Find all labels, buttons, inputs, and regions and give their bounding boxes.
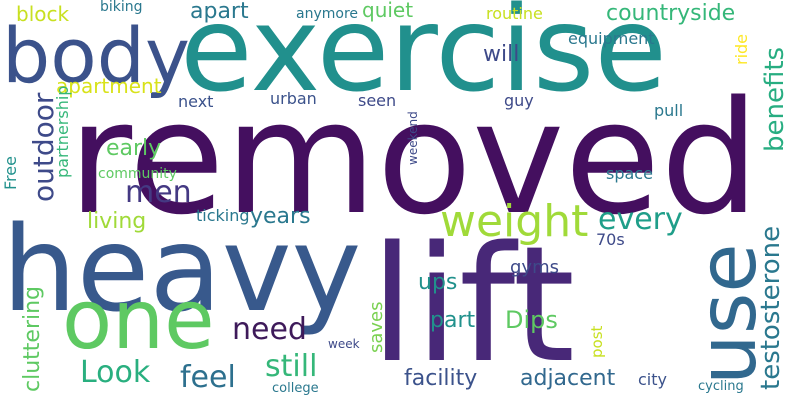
word-one: one <box>62 273 215 368</box>
word-Look: Look <box>80 355 151 390</box>
word-community: guy <box>504 91 534 110</box>
word-weight: weight <box>440 196 589 247</box>
word-city: community <box>98 166 177 182</box>
word-countryside: college <box>272 381 319 396</box>
word-early: post <box>588 325 606 358</box>
word-adjacent: adjacent <box>520 366 616 391</box>
word-college: Free <box>1 156 20 190</box>
word-70s: pull <box>654 101 684 120</box>
word-will: week <box>328 337 360 351</box>
word-urban: countryside <box>606 1 736 26</box>
word-quiet: cycling <box>698 379 744 394</box>
word-benefits: benefits <box>760 46 790 152</box>
word-ups: ups <box>418 270 458 295</box>
word-years: gyms <box>510 257 559 278</box>
word-block: living <box>87 209 147 234</box>
word-Free: urban <box>270 89 317 108</box>
word-cycling: partnership <box>53 85 72 178</box>
word-gyms: ticking <box>196 206 250 225</box>
word-Dips: Dips <box>505 306 558 334</box>
word-living: saves <box>366 301 387 353</box>
word-every: every <box>598 202 683 237</box>
word-space: apartment <box>56 74 162 98</box>
word-routine: apart <box>190 0 249 24</box>
word-apartment: years <box>250 204 311 229</box>
word-still: still <box>265 349 318 384</box>
word-post: early <box>106 136 162 161</box>
word-men: men <box>125 175 192 210</box>
word-next: routine <box>486 4 543 23</box>
word-testosterone: testosterone <box>756 225 786 390</box>
word-saves: 70s <box>596 230 625 249</box>
word-apart: city <box>638 370 667 389</box>
word-guy: equipment <box>568 29 655 48</box>
word-removed: removed <box>68 67 760 249</box>
word-week: weekend <box>406 111 420 165</box>
word-facility: facility <box>404 366 478 391</box>
word-ticking: space <box>606 164 653 183</box>
word-body: body <box>2 11 190 100</box>
word-biking: block <box>16 2 70 26</box>
word-need: need <box>232 312 307 347</box>
word-lift: lift <box>370 211 576 398</box>
word-exercise: exercise <box>180 0 667 118</box>
word-weekend: next <box>178 92 214 111</box>
word-pull: will <box>483 42 520 67</box>
word-heavy: heavy <box>2 200 362 338</box>
word-equipment: quiet <box>362 0 414 22</box>
word-ride: anymore <box>296 6 359 22</box>
word-cluttering: cluttering <box>20 285 45 392</box>
word-feel: feel <box>180 360 236 395</box>
word-part: part <box>430 308 476 333</box>
word-anymore: biking <box>100 0 143 15</box>
word-seen: ride <box>732 33 751 65</box>
word-partnership: seen <box>358 91 397 110</box>
